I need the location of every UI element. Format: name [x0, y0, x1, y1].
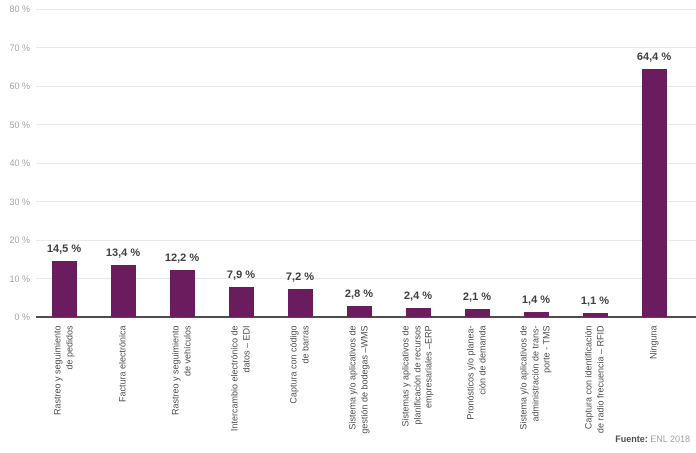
x-axis-label-text: Rastreo y seguimiento de vehículos: [170, 325, 193, 416]
bar: [641, 69, 667, 317]
source-label: Fuente:: [615, 434, 648, 444]
x-axis-label-text: Rastreo y seguimiento de pedidos: [52, 325, 75, 416]
gridline: [36, 8, 696, 10]
x-axis-label-text: Captura con identificación de radio frec…: [583, 325, 606, 434]
bar: [51, 261, 77, 317]
x-axis-line: [36, 316, 696, 318]
x-axis-label: Rastreo y seguimiento de vehículos: [153, 326, 212, 450]
x-axis-label: Pronósticos y/o planea- ción de demanda: [448, 326, 507, 450]
y-axis-tick-label: 70 %: [9, 42, 30, 53]
bar: [346, 306, 372, 317]
x-axis-label-text: Sistema y/o aplicativos de administració…: [518, 325, 552, 430]
gridline: [36, 47, 696, 48]
gridline: [36, 124, 696, 125]
bar-value-label: 14,5 %: [46, 243, 82, 256]
bar-value-label: 7,9 %: [226, 268, 256, 281]
y-axis-tick-label: 10 %: [9, 273, 30, 284]
x-axis-label: Factura electrónica: [94, 326, 153, 450]
bar: [464, 308, 490, 317]
x-axis-label: Sistema y/o aplicativos de gestión de bo…: [330, 326, 389, 450]
bar-value-label: 1,1 %: [580, 294, 610, 307]
x-axis-label-text: Sistemas y aplicativos de planificación …: [400, 325, 434, 427]
bar: [405, 307, 431, 317]
x-axis-label: Captura con código de barras: [271, 326, 330, 450]
source-value: ENL 2018: [647, 434, 690, 444]
y-axis-tick-label: 40 %: [9, 158, 30, 168]
x-axis-label: Rastreo y seguimiento de pedidos: [35, 326, 94, 450]
bar: [287, 289, 313, 317]
x-axis-label: Sistema y/o aplicativos de administració…: [507, 326, 566, 450]
bar-value-label: 2,8 %: [344, 288, 374, 301]
y-axis-tick-label: 0 %: [14, 312, 30, 322]
gridline: [36, 201, 696, 202]
gridline: [36, 162, 696, 164]
bar-value-label: 2,4 %: [403, 289, 433, 302]
y-axis-tick-label: 50 %: [9, 119, 30, 130]
bar-value-label: 13,4 %: [105, 247, 141, 260]
x-axis-label: Captura con identificación de radio frec…: [566, 326, 625, 450]
x-axis-label-text: Pronósticos y/o planea- ción de demanda: [465, 325, 488, 420]
y-axis-tick-label: 80 %: [9, 4, 30, 14]
x-axis-label-text: Factura electrónica: [117, 325, 128, 403]
gridline: [36, 85, 696, 87]
bar: [228, 286, 254, 317]
x-axis-label-text: Captura con código de barras: [288, 325, 311, 404]
bar: [582, 312, 608, 317]
bar-value-label: 12,2 %: [164, 252, 200, 265]
bar-value-label: 64,4 %: [636, 51, 672, 64]
x-axis-label-text: Ninguna: [648, 325, 659, 360]
y-axis-tick-label: 60 %: [9, 81, 30, 91]
y-axis-tick-label: 20 %: [9, 235, 30, 245]
x-axis-label: Sistemas y aplicativos de planificación …: [389, 326, 448, 450]
bar-value-label: 7,2 %: [285, 271, 315, 284]
bar: [169, 270, 195, 317]
x-axis-label-text: Intercambio electrónico de datos – EDI: [229, 325, 252, 432]
x-axis-label: Ninguna: [625, 326, 684, 450]
gridline: [36, 239, 696, 241]
x-axis-label-text: Sistema y/o aplicativos de gestión de bo…: [347, 325, 370, 434]
x-axis-label: Intercambio electrónico de datos – EDI: [212, 326, 271, 450]
bar-value-label: 1,4 %: [521, 293, 551, 306]
source-note: Fuente: ENL 2018: [615, 433, 690, 445]
bar: [110, 265, 136, 317]
bar: [523, 311, 549, 317]
bar-value-label: 2,1 %: [462, 290, 492, 303]
gridline: [36, 278, 696, 279]
y-axis-tick-label: 30 %: [9, 196, 30, 207]
